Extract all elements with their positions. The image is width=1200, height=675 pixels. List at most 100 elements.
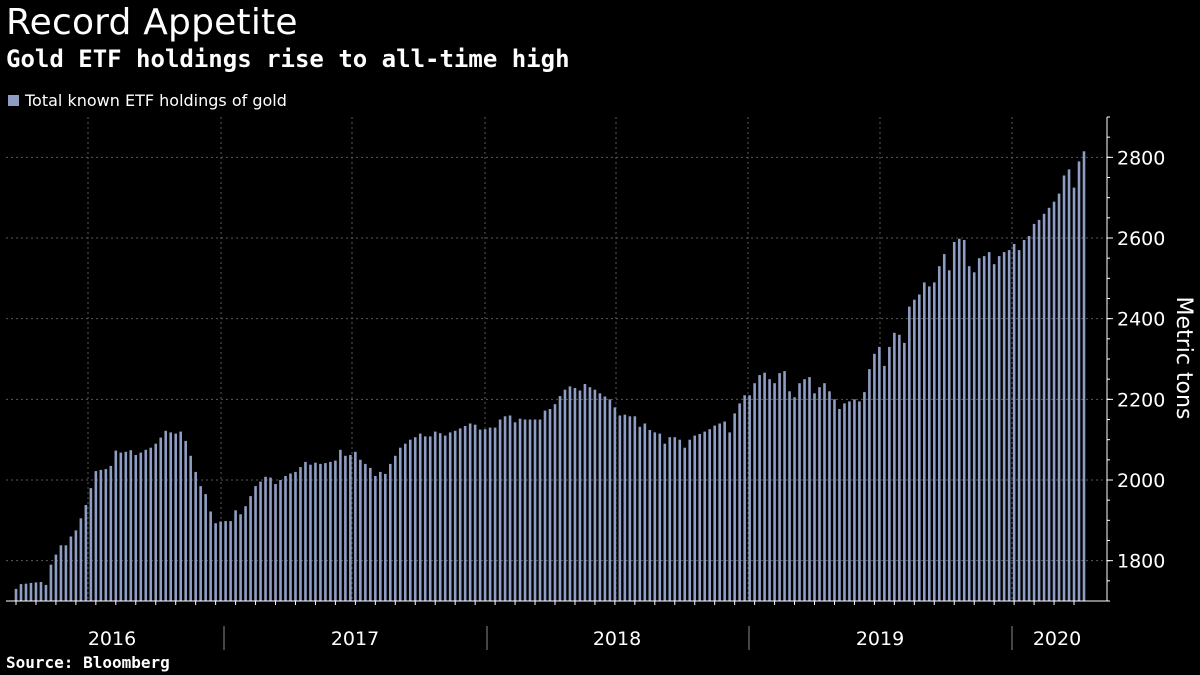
bar bbox=[638, 426, 642, 601]
bar bbox=[89, 488, 93, 601]
bar bbox=[324, 463, 327, 601]
bar bbox=[858, 401, 861, 601]
bar bbox=[608, 399, 612, 601]
bar bbox=[653, 432, 657, 601]
bar bbox=[543, 410, 547, 601]
bar bbox=[49, 564, 53, 601]
bar bbox=[1032, 223, 1036, 601]
bar bbox=[883, 365, 886, 601]
source-note: Source: Bloomberg bbox=[6, 653, 170, 672]
bar bbox=[813, 393, 816, 601]
bar bbox=[932, 282, 936, 601]
bar bbox=[947, 270, 951, 601]
bar bbox=[898, 334, 901, 601]
bar bbox=[918, 294, 921, 601]
bar bbox=[678, 439, 682, 601]
bar bbox=[563, 389, 567, 601]
bar bbox=[413, 437, 417, 601]
bar bbox=[987, 252, 991, 601]
bar bbox=[833, 399, 836, 601]
bar bbox=[888, 346, 891, 601]
bar bbox=[1012, 244, 1016, 601]
bar bbox=[818, 387, 821, 601]
bar bbox=[923, 282, 926, 601]
bar bbox=[992, 264, 996, 601]
bar bbox=[903, 342, 906, 601]
bar bbox=[478, 429, 482, 601]
bar bbox=[339, 449, 342, 602]
bar bbox=[633, 416, 637, 601]
bar bbox=[738, 403, 741, 601]
bar bbox=[588, 387, 592, 601]
bar bbox=[528, 419, 532, 601]
bar bbox=[229, 521, 232, 601]
bar bbox=[99, 469, 103, 601]
bar bbox=[269, 477, 272, 601]
bar bbox=[349, 455, 352, 601]
bar bbox=[558, 396, 562, 601]
bar bbox=[1017, 250, 1021, 601]
y-tick-label: 1800 bbox=[1117, 551, 1165, 573]
bar bbox=[967, 266, 971, 601]
bar bbox=[289, 473, 292, 601]
bar bbox=[359, 459, 362, 601]
bar bbox=[863, 392, 866, 601]
bar bbox=[294, 471, 297, 601]
bar bbox=[648, 430, 652, 601]
bar bbox=[393, 455, 397, 601]
bar bbox=[798, 383, 801, 601]
x-category-label: 2017 bbox=[331, 628, 379, 650]
bar bbox=[59, 545, 63, 601]
y-tick-label: 2000 bbox=[1117, 470, 1165, 492]
bar bbox=[493, 427, 497, 601]
bar bbox=[927, 286, 931, 601]
bar bbox=[418, 433, 422, 601]
bar bbox=[309, 464, 312, 601]
bar bbox=[972, 272, 976, 601]
bar bbox=[438, 433, 442, 601]
bar bbox=[134, 455, 138, 601]
bar bbox=[189, 455, 192, 601]
bar bbox=[878, 346, 881, 601]
bar bbox=[398, 447, 402, 601]
bar bbox=[144, 449, 148, 602]
bar bbox=[249, 496, 252, 601]
bar bbox=[623, 414, 627, 601]
bar bbox=[1077, 161, 1081, 601]
bar bbox=[728, 432, 731, 601]
legend-label: Total known ETF holdings of gold bbox=[25, 91, 287, 110]
bar bbox=[977, 258, 981, 601]
bar bbox=[838, 409, 841, 601]
bar bbox=[523, 419, 527, 601]
bar bbox=[179, 431, 182, 601]
bar bbox=[114, 450, 118, 601]
bar bbox=[169, 432, 173, 601]
bar bbox=[663, 443, 667, 601]
bar bbox=[573, 388, 577, 601]
y-tick-label: 2400 bbox=[1117, 309, 1165, 331]
bar bbox=[997, 256, 1001, 601]
bar bbox=[14, 588, 18, 601]
legend: Total known ETF holdings of gold bbox=[8, 91, 287, 110]
bar bbox=[1052, 201, 1056, 601]
bar bbox=[24, 583, 28, 601]
bar bbox=[498, 419, 502, 601]
bar bbox=[743, 395, 746, 601]
y-tick-label: 2800 bbox=[1117, 147, 1165, 169]
bar bbox=[828, 391, 831, 601]
bar bbox=[937, 266, 941, 601]
bar bbox=[39, 582, 43, 601]
bar bbox=[214, 523, 217, 601]
y-tick-label: 2200 bbox=[1117, 389, 1165, 411]
bar bbox=[483, 429, 487, 601]
bar bbox=[783, 371, 786, 601]
bar bbox=[723, 421, 726, 601]
bar bbox=[578, 390, 582, 601]
bar bbox=[698, 434, 702, 601]
bar bbox=[873, 353, 876, 601]
bar bbox=[643, 423, 647, 601]
bar bbox=[513, 422, 517, 601]
chart-subtitle: Gold ETF holdings rise to all-time high bbox=[6, 45, 570, 73]
x-category-label: 2019 bbox=[856, 628, 904, 650]
